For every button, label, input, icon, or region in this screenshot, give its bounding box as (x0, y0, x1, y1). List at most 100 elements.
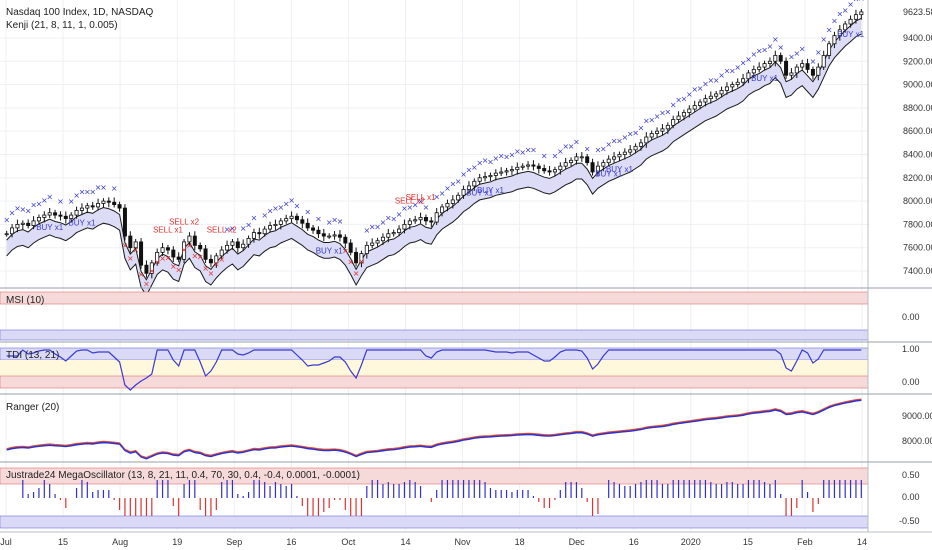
time-tick-label: Sep (226, 537, 242, 547)
bear-marker: × (148, 266, 155, 275)
candle-body (574, 156, 579, 161)
candle-body (268, 225, 273, 230)
bull-marker: × (261, 211, 268, 220)
osc-tick-top: 0.50 (902, 470, 920, 480)
candle-body (767, 60, 772, 64)
candle-body (144, 264, 149, 274)
bull-marker: × (482, 156, 489, 165)
bull-marker: × (363, 226, 370, 235)
bull-marker: × (412, 201, 419, 210)
bull-marker: × (267, 206, 274, 215)
candle-body (397, 228, 402, 233)
tdi-line (6, 349, 862, 391)
bull-marker: × (772, 35, 779, 44)
bull-marker: × (444, 184, 451, 193)
price-tick-label: 7400.00 (903, 266, 932, 276)
candle-body (160, 247, 165, 253)
tdi-tick-top: 1.00 (902, 344, 920, 354)
candle-body (139, 241, 144, 266)
candle-body (284, 218, 289, 222)
bull-marker: × (573, 138, 580, 147)
bull-marker: × (799, 44, 806, 53)
candle-body (47, 212, 52, 216)
candle-body (445, 203, 450, 208)
candle-body (294, 215, 299, 221)
candles (4, 8, 864, 279)
signal-label: BUY x1 (595, 170, 623, 179)
candle-body (4, 233, 9, 236)
candle-body (149, 262, 154, 274)
price-tick-label: 8000.00 (903, 196, 932, 206)
candle-body (698, 101, 703, 106)
bull-marker: × (84, 188, 91, 197)
candle-body (85, 205, 90, 209)
candle-body (633, 145, 638, 151)
bear-marker: × (154, 257, 161, 266)
candle-body (827, 43, 832, 56)
candle-body (853, 14, 858, 20)
candle-body (837, 29, 842, 37)
candle-body (31, 220, 36, 226)
bull-marker: × (449, 180, 456, 189)
bear-marker: × (358, 257, 365, 266)
candle-body (354, 251, 359, 264)
bull-marker: × (643, 117, 650, 126)
signal-label: BUY x2 (853, 0, 881, 2)
bull-marker: × (745, 55, 752, 64)
candle-body (552, 169, 557, 173)
candle-body (595, 165, 600, 173)
bull-marker: × (820, 35, 827, 44)
bull-marker: × (390, 214, 397, 223)
candle-body (547, 170, 552, 173)
bull-marker: × (423, 203, 430, 212)
bull-marker: × (385, 213, 392, 222)
candle-body (520, 165, 525, 168)
bear-marker: × (213, 259, 220, 268)
tdi-mid-zone (0, 360, 868, 376)
kenji-band (6, 17, 862, 297)
band-lower-line (6, 33, 862, 297)
time-tick-label: Oct (341, 537, 356, 547)
time-tick-label: Feb (797, 537, 813, 547)
candle-body (601, 162, 606, 167)
candle-body (628, 149, 633, 153)
bear-marker: × (127, 254, 134, 263)
candle-body (617, 154, 622, 158)
bull-marker: × (331, 216, 338, 225)
bull-marker: × (374, 223, 381, 232)
bull-marker: × (681, 94, 688, 103)
candle-body (569, 159, 574, 164)
bull-marker: × (466, 166, 473, 175)
candle-body (15, 224, 20, 229)
candle-body (112, 201, 117, 205)
bull-marker: × (240, 224, 247, 233)
band-upper-line (6, 17, 862, 281)
candle-body (762, 63, 767, 68)
bull-marker: × (788, 53, 795, 62)
time-tick-label: 15 (743, 537, 753, 547)
candle-body (122, 207, 127, 237)
candle-body (257, 232, 262, 235)
bull-marker: × (853, 0, 860, 3)
signal-label: SELL x1 (406, 193, 436, 202)
bull-marker: × (707, 76, 714, 85)
candle-body (665, 124, 670, 130)
bull-marker: × (777, 43, 784, 52)
candle-body (821, 55, 826, 68)
price-tick-label: 8600.00 (903, 126, 932, 136)
candle-body (509, 169, 514, 172)
bear-marker: × (165, 254, 172, 263)
candle-body (380, 236, 385, 242)
bull-marker: × (654, 112, 661, 121)
time-tick-label: Jul (0, 537, 12, 547)
bull-marker: × (761, 46, 768, 55)
bull-marker: × (14, 204, 21, 213)
candle-body (225, 244, 230, 251)
candle-body (370, 242, 375, 246)
bull-marker: × (487, 157, 494, 166)
osc-lower-zone (0, 515, 869, 529)
time-tick-label: 16 (286, 537, 296, 547)
candle-body (69, 214, 74, 219)
